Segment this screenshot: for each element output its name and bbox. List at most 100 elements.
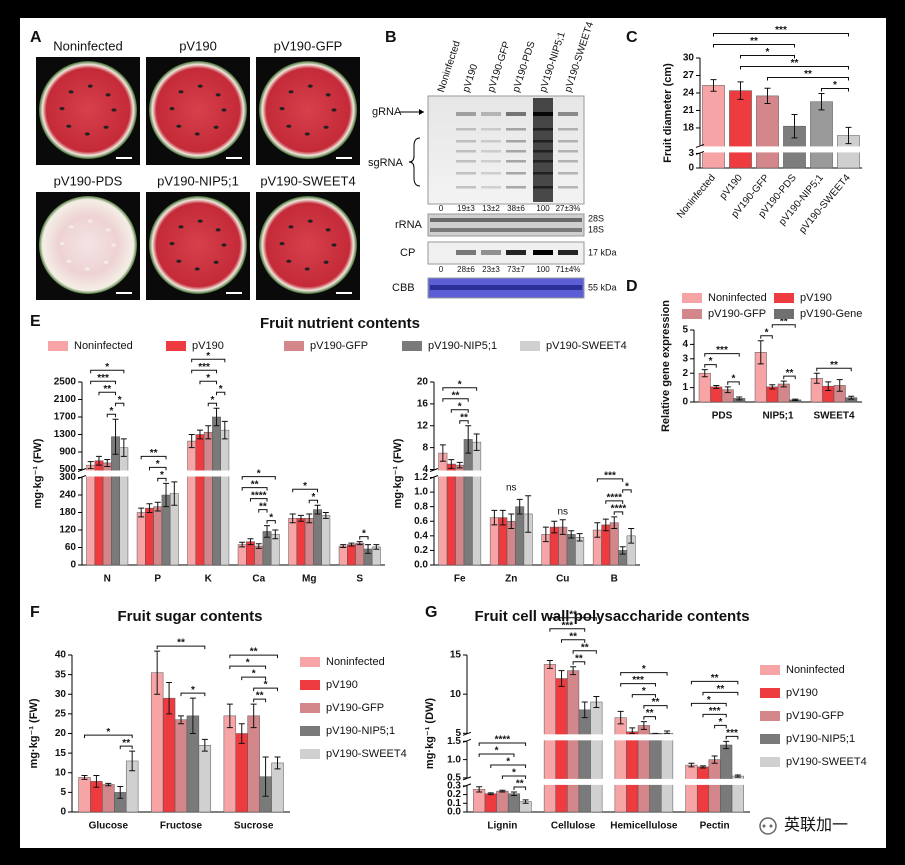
band-value: 0 <box>439 265 444 274</box>
bar <box>223 715 237 813</box>
x-tick-label: Fructose <box>160 821 203 832</box>
seed <box>87 219 93 223</box>
bar <box>455 464 465 566</box>
y-tick-label: 1.2 <box>414 472 428 483</box>
size-label: 17 kDa <box>588 247 617 257</box>
y-tick-label: 3 <box>688 148 694 159</box>
seed <box>215 93 221 97</box>
bar <box>710 386 723 403</box>
blot-band <box>506 112 526 116</box>
bar <box>756 95 779 169</box>
significance: * <box>495 746 499 757</box>
legend-swatch <box>402 341 422 351</box>
y-tick-label: 0.3 <box>447 781 461 792</box>
seed <box>331 243 337 247</box>
bracket <box>292 488 319 493</box>
seed <box>169 106 175 111</box>
bar <box>515 506 525 566</box>
bar <box>247 715 260 813</box>
error-bar <box>736 396 743 401</box>
blot-band <box>506 128 526 131</box>
bracket <box>572 661 586 665</box>
axis-break <box>701 146 863 153</box>
bar <box>702 85 725 169</box>
error-bar <box>171 481 178 506</box>
bracket <box>767 77 849 81</box>
bracket <box>115 402 125 407</box>
panel-label: A <box>30 29 42 46</box>
bracket <box>643 705 668 709</box>
bracket <box>478 742 527 746</box>
error-bar <box>274 756 281 770</box>
error-bar <box>510 791 517 796</box>
y-tick-label: 8 <box>422 442 428 453</box>
error-bar <box>356 541 363 546</box>
legend-swatch <box>760 688 780 698</box>
error-bar <box>845 126 852 145</box>
bracket <box>771 324 796 328</box>
y-tick-label: 12 <box>417 420 429 431</box>
x-tick-label: B <box>611 574 618 585</box>
bar <box>296 518 306 566</box>
blot-band <box>558 112 578 116</box>
band-value: 73±7 <box>507 265 525 274</box>
significance: * <box>219 384 223 395</box>
error-bar <box>255 543 262 549</box>
y-tick-label: 5 <box>60 787 66 798</box>
image-label: pV190-GFP <box>274 38 343 53</box>
significance: ns <box>506 482 517 493</box>
seed <box>68 90 74 94</box>
bar <box>338 545 348 566</box>
significance: * <box>264 680 268 691</box>
seed <box>304 132 310 136</box>
error-bar <box>818 93 825 111</box>
error-bar <box>487 792 494 796</box>
legend-swatch <box>300 657 320 667</box>
significance: ** <box>652 697 660 708</box>
bar <box>119 447 129 566</box>
bracket <box>83 734 133 739</box>
y-tick-label: 2 <box>682 368 688 379</box>
error-bar <box>322 512 329 519</box>
bracket <box>704 364 717 368</box>
significance: *** <box>726 728 738 739</box>
blot-band <box>481 172 501 175</box>
y-tick-label: 120 <box>59 525 76 536</box>
blot-band <box>506 160 526 163</box>
significance: * <box>252 669 256 680</box>
brace <box>408 137 421 187</box>
blot-band <box>558 128 578 131</box>
bracket <box>241 487 268 491</box>
band-value: 28±6 <box>457 265 475 274</box>
legend-label: pV190-NIP5;1 <box>786 733 855 745</box>
blot-band <box>456 172 476 175</box>
legend-label: pV190-GFP <box>326 702 384 714</box>
x-tick-label: Fe <box>454 574 466 585</box>
y-tick-label: 35 <box>55 669 67 680</box>
band-value: 71±4% <box>556 265 581 274</box>
fruit-photo <box>149 61 247 159</box>
error-bar <box>154 650 161 695</box>
legend-label: pV190-SWEET4 <box>546 340 627 352</box>
seed <box>286 259 292 263</box>
y-tick-label: 900 <box>59 447 76 458</box>
bracket <box>816 367 852 372</box>
seed <box>323 125 329 129</box>
y-tick-label: 20 <box>55 728 67 739</box>
bar <box>102 462 112 566</box>
bar <box>254 545 264 566</box>
y-tick-label: 0.0 <box>414 560 428 571</box>
seed <box>307 84 313 88</box>
band-value: 27±3% <box>556 204 581 213</box>
bar <box>698 372 711 403</box>
error-bar <box>723 740 730 750</box>
bracket <box>253 698 267 703</box>
significance: * <box>311 492 315 503</box>
panel-a: A Noninfected pV190 pV190-GFP pV190-PDS pV190… <box>30 29 360 300</box>
x-tick-label: K <box>205 574 213 585</box>
bracket <box>90 380 117 385</box>
bracket <box>704 353 740 357</box>
bar <box>153 506 163 566</box>
seed <box>176 259 182 263</box>
bracket <box>459 420 469 424</box>
